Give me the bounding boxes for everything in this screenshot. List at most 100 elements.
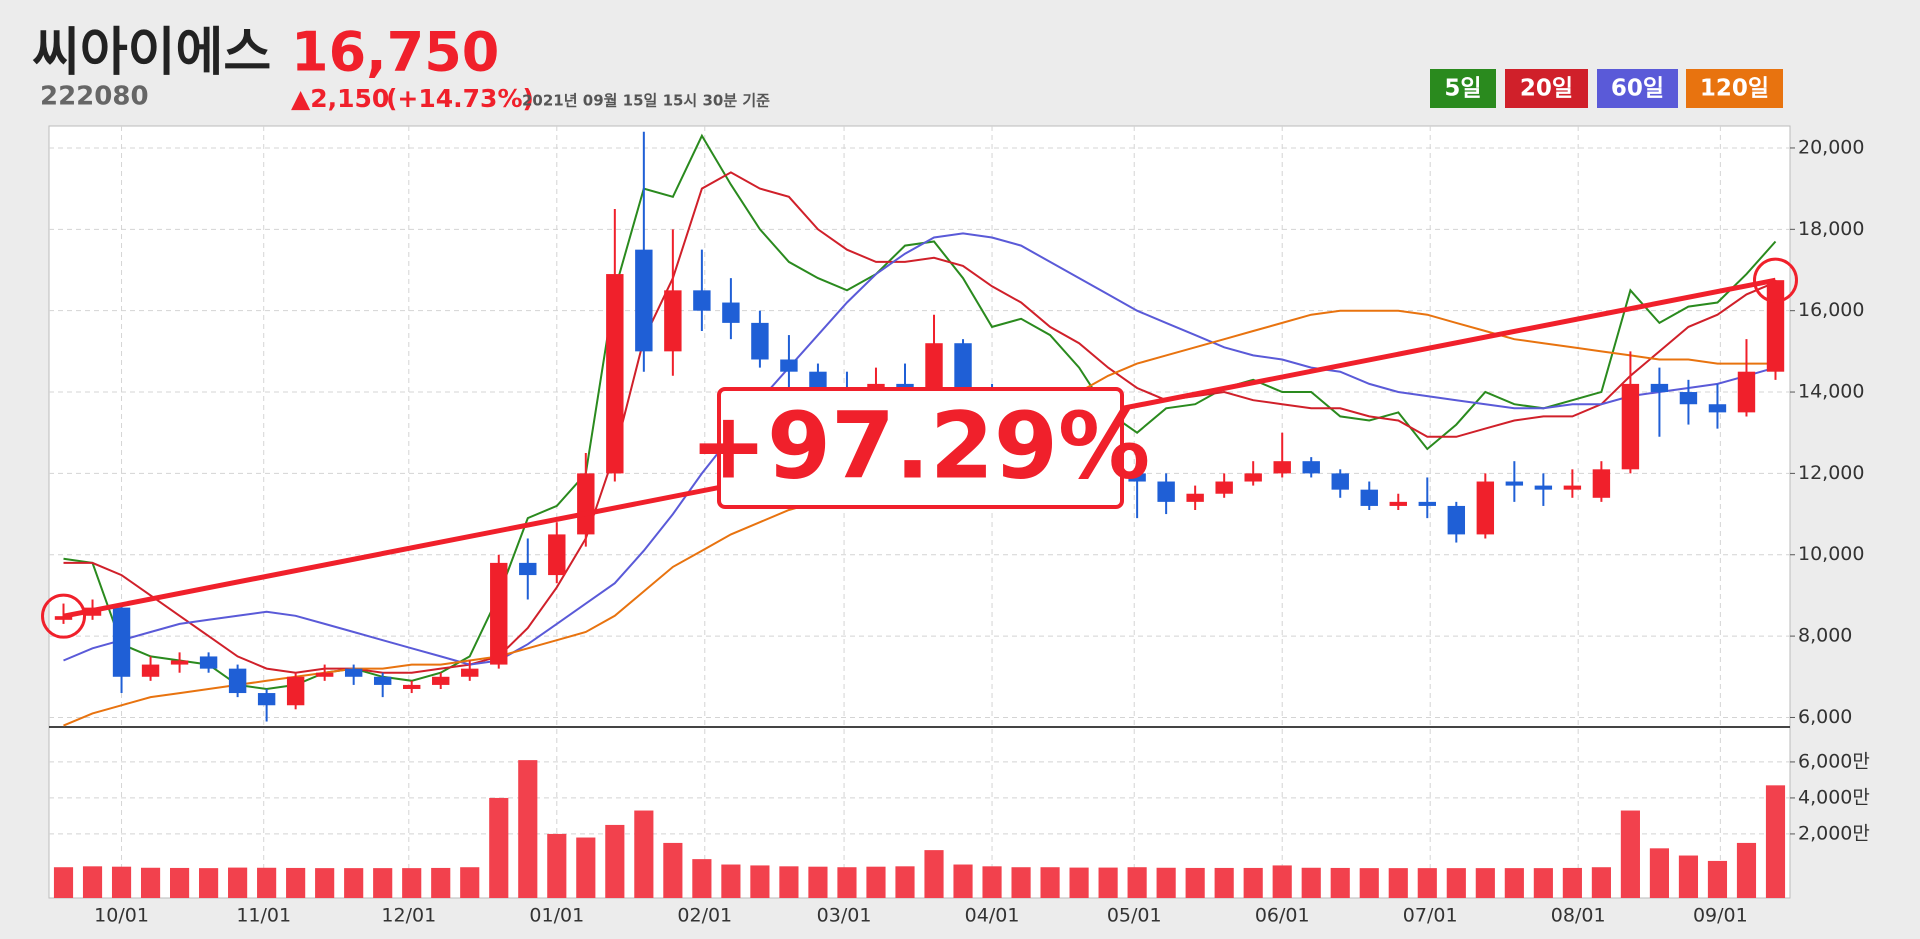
legend-label[interactable]: 5일 (1444, 76, 1481, 102)
y-tick-label: 12,000 (1798, 462, 1864, 484)
volume-bar (1069, 867, 1089, 898)
volume-bar (547, 833, 567, 898)
candle-body (432, 676, 450, 685)
x-tick-label: 01/01 (529, 905, 584, 927)
volume-bar (1504, 868, 1524, 898)
candle-body (112, 607, 131, 677)
candle-body (751, 322, 769, 360)
candle-body (693, 290, 711, 311)
volume-bar (1330, 867, 1350, 898)
y-tick-label: 6,000만 (1798, 750, 1870, 772)
volume-bar (402, 868, 422, 898)
volume-bar (53, 867, 74, 898)
volume-bar (431, 867, 451, 898)
volume-bar (1388, 868, 1408, 898)
volume-bar (460, 867, 480, 898)
volume-bar (1359, 868, 1379, 898)
legend-box[interactable] (1430, 69, 1496, 108)
volume-bar (140, 867, 161, 898)
candle-body (1186, 493, 1204, 502)
volume-bar (837, 867, 857, 898)
candle-body (286, 676, 305, 706)
candle-body (315, 672, 334, 677)
candle-body (1360, 489, 1378, 506)
volume-bar (1301, 867, 1321, 898)
x-tick-label: 07/01 (1403, 905, 1458, 927)
legend-label[interactable]: 60일 (1611, 76, 1664, 102)
candle-body (228, 668, 247, 694)
price-change-pct: (+14.73%) (386, 84, 534, 113)
candle-body (635, 249, 653, 352)
x-tick-label: 10/01 (94, 905, 149, 927)
volume-bar (1620, 810, 1640, 898)
candle-body (780, 359, 798, 372)
volume-bar (199, 868, 219, 898)
candle-body (577, 473, 595, 535)
candle-body (141, 664, 160, 677)
volume-bar (518, 760, 538, 898)
volume-bar (489, 797, 509, 898)
volume-bar (286, 867, 306, 898)
candle-body (1215, 481, 1233, 494)
candle-body (1650, 383, 1669, 393)
volume-bar (1707, 860, 1728, 898)
candle-body (896, 383, 914, 388)
y-tick-label: 20,000 (1798, 136, 1864, 158)
candle-body (1244, 473, 1262, 482)
candle-body (548, 534, 566, 576)
candle-body (925, 343, 943, 388)
y-tick-label: 18,000 (1798, 218, 1864, 240)
volume-bar (1446, 868, 1466, 898)
volume-bar (1127, 867, 1147, 898)
volume-bar (605, 824, 625, 898)
y-tick-label: 16,000 (1798, 299, 1864, 321)
volume-bar (721, 864, 741, 898)
volume-bar (373, 868, 393, 898)
volume-bar (953, 864, 973, 898)
candle-body (664, 290, 682, 352)
volume-bar (866, 866, 886, 898)
candle-body (1418, 501, 1436, 506)
volume-bar (257, 867, 277, 898)
volume-bar (1040, 867, 1060, 898)
candle-body (170, 660, 189, 665)
candle-body (1302, 461, 1320, 474)
volume-bar (111, 866, 132, 898)
y-tick-label: 6,000 (1798, 706, 1852, 728)
candle-body (1621, 383, 1640, 470)
legend-box[interactable] (1505, 69, 1588, 108)
candle-body (954, 343, 972, 393)
volume-bar (1185, 867, 1205, 898)
x-tick-label: 04/01 (965, 905, 1020, 927)
candle-body (1476, 481, 1495, 535)
annotation-text: +97.29% (690, 392, 1150, 499)
volume-bar (808, 866, 828, 898)
x-tick-label: 06/01 (1255, 905, 1310, 927)
volume-bar (1011, 867, 1031, 898)
candle-body (1592, 469, 1611, 498)
volume-bar (1272, 865, 1292, 898)
x-tick-label: 05/01 (1107, 905, 1162, 927)
current-price: 16,750 (291, 21, 499, 84)
y-tick-label: 8,000 (1798, 625, 1852, 647)
candle-body (1708, 404, 1727, 413)
candle-body (606, 274, 624, 474)
volume-bar (1765, 785, 1786, 898)
volume-bar (634, 810, 654, 898)
volume-bar (1736, 842, 1757, 898)
volume-bar (315, 868, 335, 898)
volume-bar (228, 867, 248, 898)
legend-box[interactable] (1686, 69, 1783, 108)
volume-bar (82, 866, 103, 898)
candle-body (257, 693, 276, 706)
volume-bar (1678, 855, 1699, 898)
legend-box[interactable] (1597, 69, 1678, 108)
volume-bar (169, 867, 190, 898)
y-tick-label: 14,000 (1798, 381, 1864, 403)
legend-label[interactable]: 20일 (1520, 76, 1573, 102)
legend-label[interactable]: 120일 (1700, 76, 1769, 102)
candle-body (519, 562, 537, 576)
volume-bar (1214, 867, 1234, 898)
candle-body (1505, 481, 1524, 486)
x-tick-label: 11/01 (236, 905, 291, 927)
